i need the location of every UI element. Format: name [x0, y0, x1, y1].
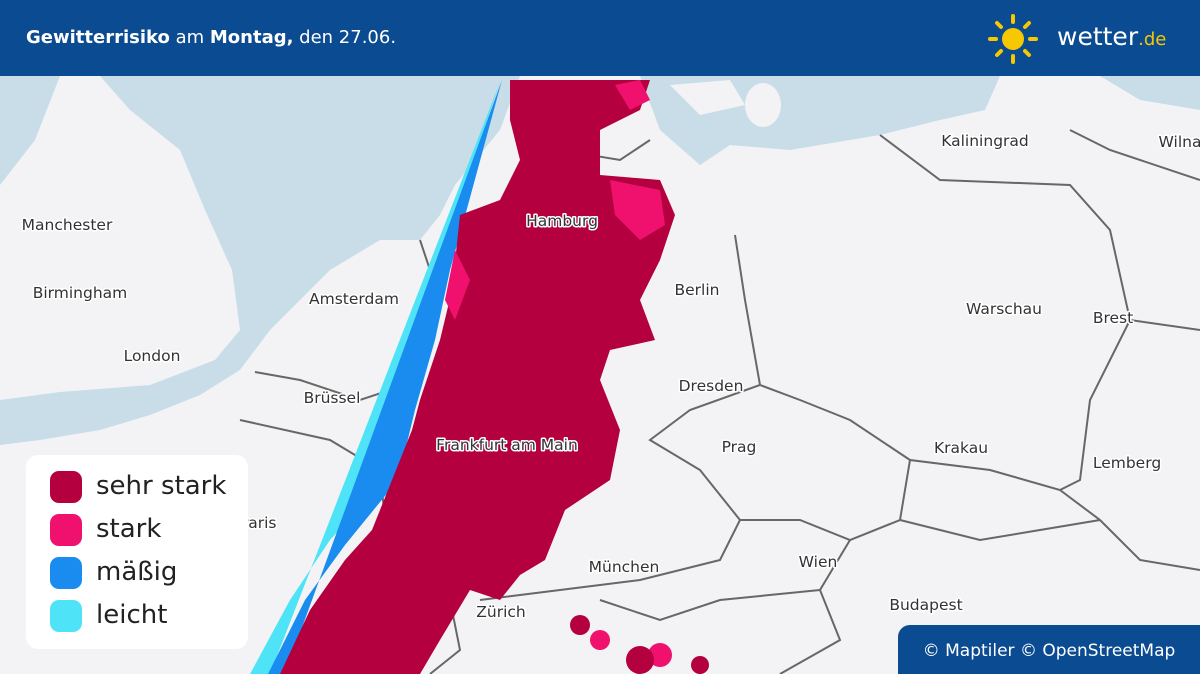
legend-swatch — [50, 513, 82, 546]
title-part: Gewitterrisiko — [26, 27, 170, 48]
legend-item: sehr stark — [50, 469, 226, 503]
title-part: den 27.06. — [293, 27, 397, 48]
title-part: am — [169, 27, 210, 48]
legend-swatch — [50, 599, 82, 632]
legend-label: stark — [96, 514, 162, 544]
legend: sehr stark stark mäßig leicht — [26, 455, 248, 649]
city-label: Kaliningrad — [941, 132, 1029, 150]
logo: wetter.de — [1057, 22, 1166, 51]
logo-tld: .de — [1138, 29, 1167, 50]
city-label: Krakau — [934, 439, 988, 457]
city-label: Birmingham — [33, 284, 128, 302]
header-title: Gewitterrisiko am Montag, den 27.06. — [26, 27, 396, 48]
legend-label: sehr stark — [96, 471, 227, 501]
legend-item: leicht — [50, 598, 167, 632]
city-label: Dresden — [679, 377, 744, 395]
legend-swatch — [50, 470, 82, 503]
title-part: Montag, — [209, 27, 294, 48]
legend-item: stark — [50, 512, 161, 546]
header: Gewitterrisiko am Montag, den 27.06. wet… — [0, 0, 1200, 76]
city-label: Manchester — [22, 216, 113, 234]
city-label: München — [589, 558, 660, 576]
sun-icon — [988, 14, 1038, 64]
legend-label: leicht — [96, 600, 168, 630]
city-label: Warschau — [966, 300, 1042, 318]
city-label: Wien — [799, 553, 838, 571]
city-label: Amsterdam — [309, 290, 399, 308]
legend-swatch — [50, 556, 82, 589]
city-label: Lemberg — [1093, 454, 1161, 472]
city-label: Budapest — [889, 596, 962, 614]
city-label: Berlin — [675, 281, 720, 299]
city-label: Frankfurt am Main — [436, 436, 578, 454]
city-label: Brüssel — [304, 389, 361, 407]
city-label: Paris — [240, 514, 277, 532]
legend-label: mäßig — [96, 557, 178, 587]
city-labels: Manchester Birmingham London Amsterdam Brüss… — [20, 131, 1200, 623]
attribution: © Maptiler © OpenStreetMap — [898, 625, 1200, 674]
legend-item: mäßig — [50, 555, 177, 589]
city-label: Zürich — [476, 603, 525, 621]
city-label: London — [124, 347, 181, 365]
logo-name: wetter — [1057, 22, 1139, 51]
city-label: Prag — [722, 438, 757, 456]
city-label: Brest — [1093, 309, 1133, 327]
map: Manchester Birmingham London Amsterdam Brüss… — [0, 76, 1200, 674]
city-label: Wilna — [1159, 133, 1200, 151]
city-label: Hamburg — [526, 212, 598, 230]
